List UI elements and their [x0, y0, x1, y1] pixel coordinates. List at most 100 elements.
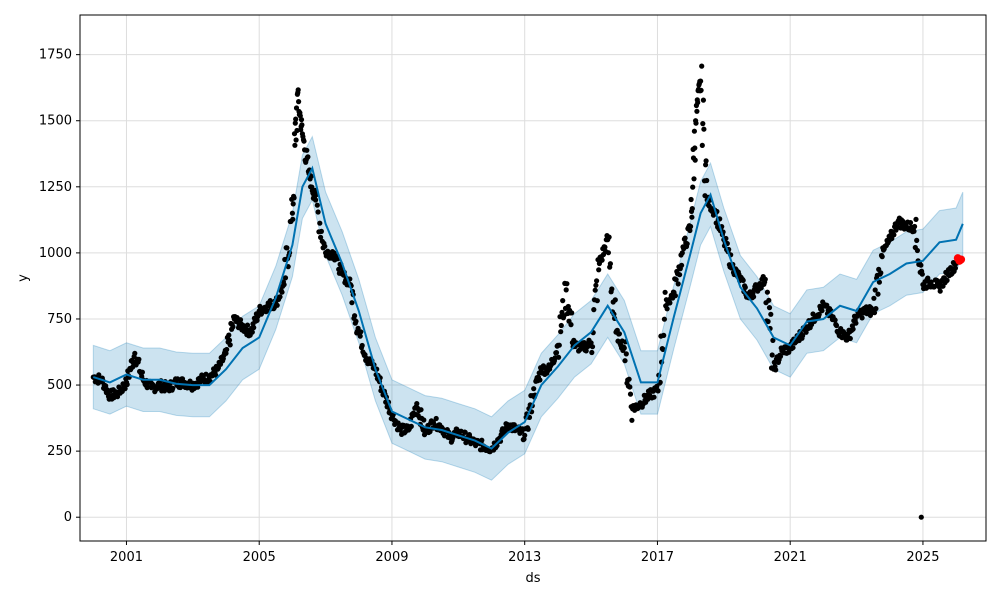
observed-point: [622, 358, 628, 364]
observed-point: [679, 262, 685, 268]
observed-point: [596, 267, 602, 273]
observed-point: [315, 209, 321, 215]
observed-point: [914, 247, 921, 254]
observed-point: [318, 228, 324, 234]
observed-point: [433, 415, 439, 422]
observed-point: [684, 241, 690, 247]
x-axis-label: ds: [525, 571, 540, 586]
observed-point: [588, 340, 594, 346]
observed-point: [688, 223, 694, 230]
x-tick-label: 2017: [641, 550, 674, 565]
observed-point: [700, 121, 706, 127]
observed-point: [664, 306, 670, 312]
observed-point: [203, 371, 209, 377]
observed-point: [352, 313, 358, 319]
observed-point: [569, 310, 575, 316]
observed-point: [553, 350, 560, 356]
observed-point: [907, 220, 914, 226]
observed-point: [230, 324, 236, 330]
observed-point: [609, 286, 615, 292]
observed-point: [304, 147, 310, 153]
observed-point: [299, 122, 305, 128]
y-tick-label: 1750: [39, 48, 72, 63]
plot-frame: [79, 14, 987, 542]
observed-point: [689, 206, 695, 212]
observed-point: [594, 278, 600, 284]
y-tick-label: 1500: [39, 114, 72, 129]
y-tick-label: 250: [47, 444, 72, 459]
x-tick-label: 2005: [243, 550, 276, 565]
observed-point: [790, 345, 796, 351]
observed-point: [742, 284, 748, 290]
observed-point: [359, 342, 365, 349]
observed-point: [773, 367, 779, 373]
observed-point: [689, 214, 695, 220]
x-tick-label: 2025: [906, 550, 939, 565]
observed-point: [355, 325, 361, 331]
observed-point: [277, 294, 283, 300]
observed-point: [244, 322, 251, 328]
observed-point: [305, 154, 311, 160]
observed-point: [537, 377, 543, 383]
observed-point: [832, 317, 838, 323]
y-tick-label: 1000: [39, 246, 72, 261]
y-tick-label: 1250: [39, 180, 72, 195]
observed-point: [944, 277, 950, 283]
x-tick-label: 2001: [110, 550, 143, 565]
observed-point: [875, 291, 881, 297]
observed-point: [764, 289, 771, 295]
observed-point: [629, 417, 635, 423]
observed-point: [322, 243, 328, 249]
observed-point: [408, 423, 414, 429]
observed-point: [317, 220, 323, 226]
observed-point: [589, 344, 596, 350]
observed-point: [694, 108, 700, 114]
observed-point: [751, 294, 757, 300]
observed-point: [284, 245, 290, 251]
observed-point: [254, 317, 260, 323]
observed-point: [800, 333, 806, 339]
observed-point: [661, 316, 668, 322]
observed-point: [589, 349, 595, 356]
observed-point: [226, 337, 233, 343]
observed-point: [768, 311, 774, 317]
observed-point: [688, 196, 694, 203]
observed-point: [522, 432, 528, 438]
y-tick-label: 500: [47, 378, 72, 393]
observed-point: [912, 223, 918, 230]
observed-point: [679, 250, 685, 256]
x-tick-label: 2013: [508, 550, 541, 565]
observed-point: [251, 325, 257, 331]
observed-point: [282, 275, 289, 281]
observed-point: [560, 298, 566, 304]
observed-point: [295, 87, 301, 93]
observed-point: [418, 407, 424, 413]
observed-point: [281, 282, 287, 288]
x-axis-ticks: 2001 2005 2009 2013 2017 2021 2025: [110, 541, 939, 565]
observed-point: [289, 210, 295, 216]
observed-point: [564, 281, 570, 287]
observed-point: [279, 289, 285, 295]
observed-point: [136, 356, 142, 362]
observed-point: [293, 137, 299, 143]
observed-point: [290, 216, 296, 222]
observed-point: [704, 177, 710, 184]
future-point: [957, 255, 966, 264]
observed-point: [421, 417, 427, 423]
observed-point: [568, 322, 574, 328]
observed-point: [651, 394, 657, 400]
observed-point: [349, 300, 355, 306]
observed-point: [699, 142, 705, 148]
observed-point: [833, 322, 840, 329]
observed-point: [871, 310, 878, 316]
observed-point: [479, 437, 485, 443]
observed-point: [770, 337, 776, 343]
observed-point: [558, 329, 564, 335]
observed-point: [693, 120, 699, 126]
y-tick-label: 0: [64, 510, 72, 525]
observed-point: [692, 145, 698, 151]
observed-point: [672, 293, 679, 299]
observed-point: [662, 289, 668, 295]
observed-point: [876, 279, 883, 285]
observed-point: [525, 426, 531, 432]
